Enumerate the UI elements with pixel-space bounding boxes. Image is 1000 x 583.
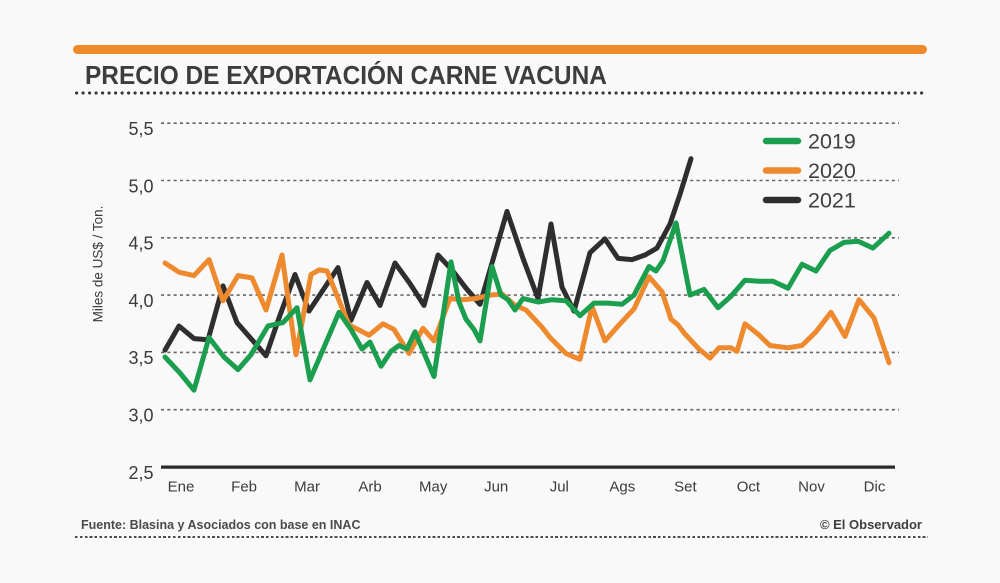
svg-text:3,0: 3,0	[128, 406, 153, 426]
svg-text:Oct: Oct	[737, 479, 761, 496]
svg-text:Feb: Feb	[231, 479, 257, 496]
svg-text:Set: Set	[674, 479, 697, 496]
svg-text:Mar: Mar	[294, 479, 320, 496]
svg-text:3,5: 3,5	[128, 348, 153, 368]
svg-text:4,5: 4,5	[128, 234, 153, 254]
svg-text:5,5: 5,5	[128, 119, 153, 139]
svg-text:2,5: 2,5	[128, 463, 153, 483]
svg-text:Jul: Jul	[550, 479, 569, 496]
svg-text:2019: 2019	[808, 130, 856, 154]
svg-text:5,0: 5,0	[128, 176, 153, 196]
svg-text:Nov: Nov	[798, 479, 825, 496]
svg-text:Ags: Ags	[609, 479, 635, 496]
svg-text:Dic: Dic	[864, 479, 886, 496]
svg-text:4,0: 4,0	[128, 291, 153, 311]
svg-text:Jun: Jun	[484, 479, 508, 496]
svg-text:May: May	[419, 479, 448, 496]
svg-text:Arb: Arb	[358, 479, 381, 496]
svg-text:2020: 2020	[808, 159, 856, 183]
svg-text:Ene: Ene	[168, 479, 195, 496]
svg-text:2021: 2021	[808, 189, 856, 213]
